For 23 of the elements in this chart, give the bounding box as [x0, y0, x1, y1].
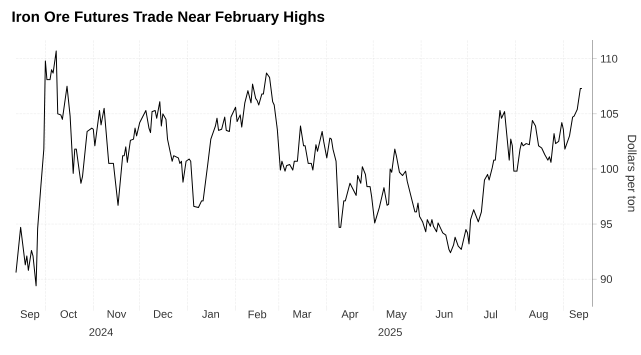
x-tick-label: Dec	[154, 310, 172, 318]
y-tick-label: 95	[600, 220, 612, 228]
text: 2025	[378, 328, 402, 336]
y-tick-label: 105	[601, 110, 618, 118]
x-tick-label: Oct	[60, 310, 78, 318]
y-tick-label: 110	[601, 54, 618, 63]
y-axis-title: Dollars per ton	[625, 135, 637, 212]
chart-title: Iron Ore Futures Trade Near February Highs	[12, 10, 324, 26]
y-tick-label: 100	[601, 165, 618, 173]
x-tick-label: Mar	[293, 310, 312, 318]
x-tick-label: Aug	[528, 310, 548, 320]
line-series	[16, 50, 582, 286]
y-tick-label: 90	[600, 275, 612, 284]
x-tick-label: Sep	[20, 310, 40, 320]
x-tick-label: Apr	[341, 310, 358, 320]
x-tick-label: May	[386, 310, 407, 320]
text: 2024	[89, 328, 113, 336]
x-tick-label: Feb	[248, 310, 266, 318]
x-tick-label: Sep	[570, 310, 588, 320]
x-tick-label: Jan	[202, 310, 219, 318]
x-tick-label: Jun	[436, 310, 452, 318]
x-tick-label: Nov	[108, 310, 126, 318]
x-tick-label: Jul	[484, 310, 497, 318]
